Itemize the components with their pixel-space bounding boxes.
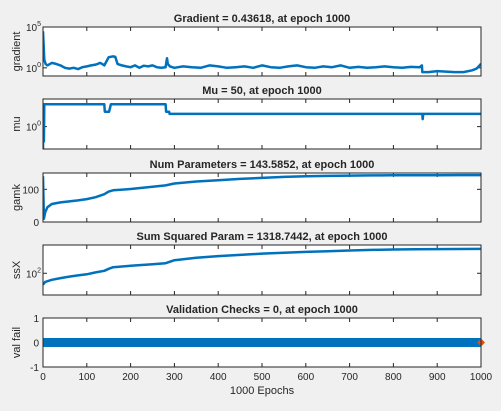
axes-border — [42, 317, 482, 368]
axes-box — [42, 172, 482, 223]
series-line — [43, 102, 481, 149]
x-tick-label: 900 — [429, 372, 446, 383]
validation-markers — [43, 338, 481, 347]
subplot-1: Gradient = 0.43618, at epoch 1000 100 105g… — [11, 13, 482, 77]
x-tick-label: 800 — [385, 372, 402, 383]
x-tick-label: 200 — [122, 372, 139, 383]
subplot-5: Validation Checks = 0, at epoch 1000 -1 0 1… — [11, 304, 485, 374]
axes-border — [42, 172, 482, 223]
y-tick-label: 0 — [33, 339, 39, 350]
y-tick-label: 1 — [33, 314, 39, 325]
y-axis-label: mu — [11, 116, 23, 131]
series-line — [43, 173, 481, 220]
axes-border — [42, 26, 482, 77]
y-tick-label: 0 — [33, 218, 39, 229]
x-tick-label: 300 — [166, 372, 183, 383]
y-axis-label: val fail — [11, 327, 23, 358]
y-axis-label: gradient — [11, 32, 23, 72]
y-tick-label: 100 — [26, 121, 41, 134]
y-axis-label: gamk — [11, 184, 23, 211]
y-tick-label: -1 — [30, 363, 39, 374]
x-axis-label: 1000 Epochs — [230, 385, 295, 397]
subplot-title: Validation Checks = 0, at epoch 1000 — [166, 304, 358, 316]
subplot-title: Mu = 50, at epoch 1000 — [202, 85, 322, 97]
subplot-title: Gradient = 0.43618, at epoch 1000 — [174, 13, 350, 25]
y-tick-label: 100 — [26, 62, 41, 75]
x-tick-label: 1000 — [470, 372, 493, 383]
y-tick-label: 105 — [26, 21, 41, 34]
x-tick-label: 600 — [297, 372, 314, 383]
series-line — [43, 247, 481, 286]
x-tick-label: 0 — [40, 372, 46, 383]
subplot-title: Num Parameters = 143.5852, at epoch 1000 — [150, 159, 375, 171]
subplot-title: Sum Squared Param = 1318.7442, at epoch … — [137, 231, 388, 243]
x-tick-label: 700 — [341, 372, 358, 383]
y-axis-label: ssX — [11, 260, 23, 279]
y-tick-label: 102 — [26, 267, 41, 280]
axes-border — [42, 244, 482, 296]
axes-border — [42, 98, 482, 150]
x-tick-label: 400 — [210, 372, 227, 383]
axes-box — [42, 26, 482, 77]
subplot-4: Sum Squared Param = 1318.7442, at epoch … — [11, 231, 482, 296]
series-line — [43, 31, 481, 74]
x-tick-label: 500 — [254, 372, 271, 383]
y-tick-label: 100 — [22, 185, 39, 196]
x-tick-label: 100 — [78, 372, 95, 383]
subplot-3: Num Parameters = 143.5852, at epoch 1000… — [11, 159, 482, 229]
axes-box — [42, 98, 482, 150]
